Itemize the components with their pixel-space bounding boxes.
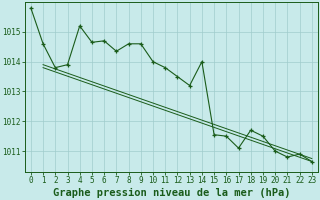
X-axis label: Graphe pression niveau de la mer (hPa): Graphe pression niveau de la mer (hPa) bbox=[52, 188, 290, 198]
